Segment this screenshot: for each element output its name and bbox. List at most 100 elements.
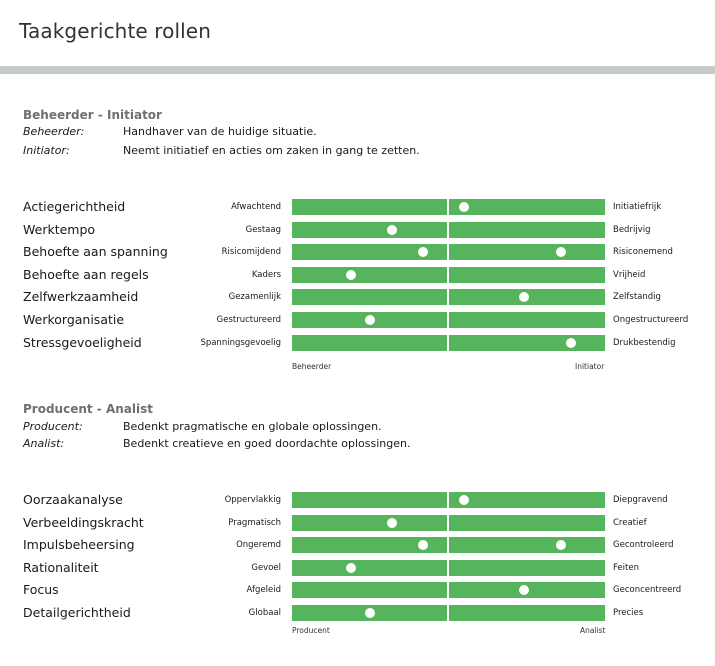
axis-label-left: Producent [292, 626, 330, 635]
scale-row: Focus Afgeleid Geconcentreerd [0, 581, 715, 599]
scale-bar [292, 289, 605, 306]
scale-row: Behoefte aan regels Kaders Vrijheid [0, 266, 715, 284]
scale-left-label: Risicomijdend [221, 247, 281, 258]
definition-text: Handhaver van de huidige situatie. [123, 125, 317, 138]
definition-term: Initiator: [23, 144, 70, 157]
trait-label: Stressgevoeligheid [23, 334, 142, 350]
definition-term: Beheerder: [23, 125, 85, 138]
score-marker [365, 608, 376, 618]
score-marker [365, 315, 376, 325]
scale-left-label: Ongeremd [236, 540, 281, 551]
scale-right-label: Vrijheid [613, 269, 646, 280]
scale-left-label: Globaal [248, 608, 281, 618]
scale-right-label: Zelfstandig [613, 292, 661, 303]
score-marker [387, 517, 398, 528]
definition-term: Producent: [23, 420, 83, 433]
scale-bar [292, 221, 605, 238]
scale-right-label: Bedrijvig [613, 224, 651, 235]
axis-label-right: Initiator [575, 362, 605, 371]
scale-midline [447, 312, 449, 328]
axis-label-left: Beheerder [292, 362, 332, 371]
scale-row: Verbeeldingskracht Pragmatisch Creatief [0, 514, 715, 532]
scale-midline [447, 266, 449, 283]
trait-label: Rationaliteit [23, 559, 99, 575]
trait-label: Focus [23, 582, 59, 598]
scale-bar [292, 605, 605, 621]
scale-midline [447, 334, 449, 351]
trait-label: Detailgerichtheid [23, 605, 131, 620]
score-marker [346, 562, 357, 573]
trait-label: Werkorganisatie [23, 312, 125, 327]
scale-right-label: Gecontroleerd [613, 540, 674, 551]
scale-row: Stressgevoeligheid Spanningsgevoelig Drukb… [0, 334, 715, 352]
definition-term: Analist: [23, 437, 65, 450]
scale-bar [292, 266, 605, 283]
scale-right-label: Drukbestendig [613, 337, 676, 348]
scale-bar [292, 514, 605, 531]
scale-row: Oorzaakanalyse Oppervlakkig Diepgravend [0, 491, 715, 509]
definition-text: Bedenkt creatieve en goed doordachte opl… [123, 437, 411, 450]
trait-label: Oorzaakanalyse [23, 492, 123, 507]
scale-bar [292, 492, 605, 508]
scale-row: Detailgerichtheid Globaal Precies [0, 604, 715, 622]
scale-right-label: Initiatiefrijk [613, 202, 662, 212]
scale-midline [447, 289, 449, 306]
scale-left-label: Afwachtend [231, 202, 281, 212]
score-marker [518, 585, 529, 596]
scale-midline [447, 514, 449, 531]
score-marker [459, 495, 470, 505]
trait-label: Werktempo [23, 221, 96, 237]
trait-label: Zelfwerkzaamheid [23, 289, 139, 305]
score-marker [518, 292, 529, 303]
score-marker [346, 269, 357, 280]
scale-midline [447, 199, 449, 215]
scale-right-label: Precies [613, 608, 644, 618]
scale-bar [292, 244, 605, 261]
score-marker [387, 224, 398, 235]
page-header: Taakgerichte rollen [0, 0, 715, 66]
scale-row: Zelfwerkzaamheid Gezamenlijk Zelfstandig [0, 288, 715, 306]
scale-right-label: Diepgravend [613, 495, 668, 505]
scale-bar [292, 559, 605, 576]
scale-right-label: Geconcentreerd [613, 585, 682, 596]
scale-left-label: Afgeleid [246, 585, 281, 596]
trait-label: Behoefte aan spanning [23, 244, 168, 260]
scale-right-label: Ongestructureerd [613, 315, 689, 325]
scale-midline [447, 537, 449, 554]
scale-midline [447, 559, 449, 576]
score-marker [556, 247, 567, 258]
scale-right-label: Risiconemend [613, 247, 673, 258]
trait-label: Behoefte aan regels [23, 266, 149, 282]
score-marker [418, 247, 429, 258]
scale-left-label: Gestaag [245, 224, 281, 235]
scale-midline [447, 605, 449, 621]
scale-left-label: Gevoel [251, 562, 281, 573]
scale-left-label: Gezamenlijk [228, 292, 281, 303]
scale-left-label: Pragmatisch [228, 517, 281, 528]
definition-text: Bedenkt pragmatische en globale oplossin… [123, 420, 382, 433]
scale-left-label: Spanningsgevoelig [200, 337, 281, 348]
section-title: Producent - Analist [23, 402, 153, 416]
scale-row: Werkorganisatie Gestructureerd Ongestructu… [0, 311, 715, 329]
trait-label: Impulsbeheersing [23, 537, 135, 553]
section-title: Beheerder - Initiator [23, 108, 162, 122]
scale-row: Actiegerichtheid Afwachtend Initiatiefrijk [0, 198, 715, 216]
scale-midline [447, 582, 449, 599]
scale-left-label: Gestructureerd [216, 315, 281, 325]
score-marker [418, 540, 429, 551]
trait-label: Verbeeldingskracht [23, 514, 144, 530]
axis-label-right: Analist [580, 626, 606, 635]
scale-left-label: Kaders [251, 269, 281, 280]
score-marker [565, 337, 576, 348]
scale-bar [292, 334, 605, 351]
scale-row: Impulsbeheersing Ongeremd Gecontroleerd [0, 536, 715, 554]
scale-row: Werktempo Gestaag Bedrijvig [0, 221, 715, 239]
page-title: Taakgerichte rollen [19, 19, 211, 43]
scale-bar [292, 312, 605, 328]
scale-midline [447, 221, 449, 238]
scale-right-label: Creatief [613, 517, 647, 528]
scale-right-label: Feiten [613, 562, 639, 573]
score-marker [556, 540, 567, 551]
scale-midline [447, 244, 449, 261]
scale-bar [292, 199, 605, 215]
